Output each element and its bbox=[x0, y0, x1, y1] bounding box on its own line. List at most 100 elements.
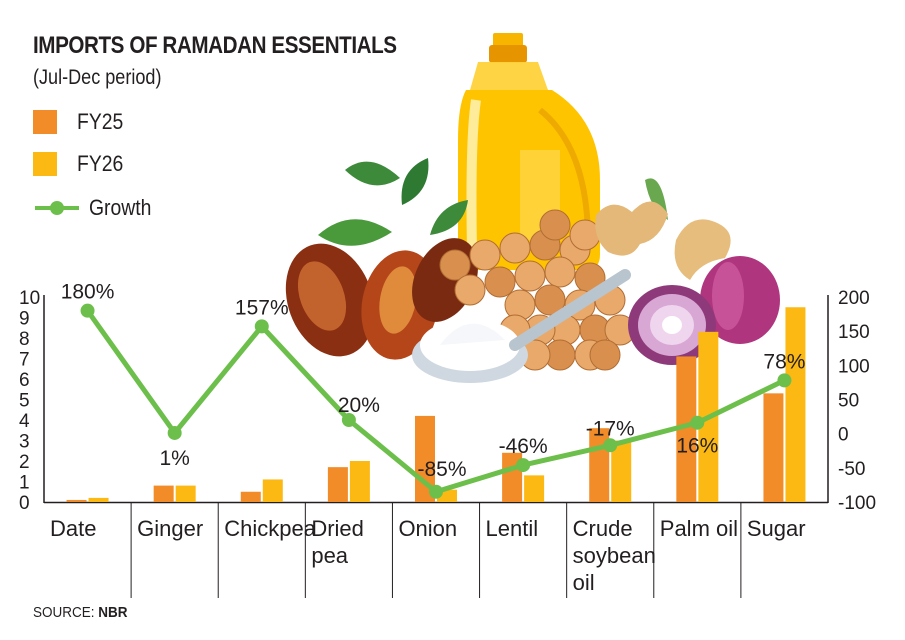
right-tick-label: -100 bbox=[838, 493, 876, 514]
left-tick-label: 3 bbox=[19, 432, 30, 453]
chickpea-shape bbox=[534, 284, 566, 316]
category-label-line: Crude bbox=[573, 516, 633, 541]
chart-title: IMPORTS OF RAMADAN ESSENTIALS bbox=[33, 32, 397, 59]
category-label-line: Lentil bbox=[486, 516, 539, 541]
category-label-line: Chickpea bbox=[224, 516, 316, 541]
bar-fy26 bbox=[611, 440, 632, 502]
right-tick-label: -50 bbox=[838, 459, 865, 480]
left-tick-label: 7 bbox=[19, 350, 30, 371]
growth-line-series bbox=[80, 303, 792, 499]
legend-item-growth: Growth bbox=[33, 193, 160, 223]
category-label-line: pea bbox=[311, 543, 348, 568]
category-label: Chickpea bbox=[224, 516, 316, 541]
growth-point bbox=[603, 438, 618, 453]
category-label-line: Dried bbox=[311, 516, 364, 541]
legend-swatch-fy25 bbox=[33, 110, 57, 134]
bar-fy26 bbox=[524, 475, 545, 502]
category-label-line: Date bbox=[50, 516, 96, 541]
right-tick-label: 200 bbox=[838, 288, 870, 309]
chickpea-shape bbox=[484, 266, 516, 298]
growth-labels: 180% 1% 157% 20% -85% -46% -17% 16% 78% bbox=[61, 281, 806, 481]
bar-fy25 bbox=[763, 393, 784, 502]
bar-fy25 bbox=[66, 499, 87, 502]
category-label-line: Ginger bbox=[137, 516, 203, 541]
category-dividers bbox=[130, 503, 742, 598]
legend-label-fy25: FY25 bbox=[77, 109, 124, 134]
growth-point bbox=[429, 484, 443, 499]
ginger-icon bbox=[595, 201, 731, 280]
legend-item-fy26: FY26 bbox=[33, 149, 130, 179]
legend-label-growth: Growth bbox=[89, 195, 152, 220]
category-label: Dried pea bbox=[311, 516, 364, 568]
category-label: Lentil bbox=[486, 516, 539, 541]
growth-label: 180% bbox=[61, 281, 115, 304]
legend-label-fy26: FY26 bbox=[77, 151, 124, 176]
growth-label: 16% bbox=[676, 435, 718, 458]
left-tick-label: 5 bbox=[19, 391, 30, 412]
category-label-line: Palm oil bbox=[660, 516, 738, 541]
left-tick-label: 0 bbox=[19, 493, 30, 514]
right-tick-label: 150 bbox=[838, 322, 870, 343]
bar-fy26 bbox=[349, 461, 370, 502]
food-illustration bbox=[285, 33, 780, 383]
category-label: Date bbox=[50, 516, 96, 541]
growth-point bbox=[254, 319, 269, 334]
category-label-line: soybean bbox=[573, 543, 656, 568]
chickpea-shape bbox=[469, 239, 501, 271]
category-label: Crude soybean oil bbox=[573, 516, 656, 595]
leaf-icon bbox=[318, 158, 668, 246]
chickpea-shape bbox=[589, 339, 621, 371]
source-note: SOURCE: NBR bbox=[33, 604, 128, 621]
growth-label: -17% bbox=[586, 417, 635, 440]
bar-fy25 bbox=[153, 485, 174, 502]
growth-label: -46% bbox=[499, 435, 548, 458]
bar-fy25 bbox=[327, 467, 348, 502]
growth-point bbox=[777, 373, 792, 388]
bar-fy26 bbox=[175, 485, 196, 502]
category-label-line: Onion bbox=[398, 516, 457, 541]
bar-fy26 bbox=[88, 497, 109, 502]
legend-item-fy25: FY25 bbox=[33, 107, 130, 137]
growth-label: -85% bbox=[417, 458, 466, 481]
bar-fy26 bbox=[785, 307, 806, 502]
legend-swatch-fy26 bbox=[33, 152, 57, 176]
left-tick-label: 4 bbox=[19, 411, 30, 432]
right-tick-label: 0 bbox=[838, 425, 849, 446]
growth-label: 20% bbox=[338, 394, 380, 417]
growth-label: 1% bbox=[159, 447, 189, 470]
left-tick-label: 8 bbox=[19, 329, 30, 350]
right-tick-label: 100 bbox=[838, 356, 870, 377]
chart-subtitle: (Jul-Dec period) bbox=[33, 66, 162, 89]
right-tick-label: 50 bbox=[838, 391, 859, 412]
chickpea-shape bbox=[539, 209, 571, 241]
growth-label: 78% bbox=[763, 350, 805, 373]
bar-fy26 bbox=[262, 479, 283, 502]
left-tick-label: 10 bbox=[19, 288, 40, 309]
chickpea-shape bbox=[454, 274, 486, 306]
category-label: Sugar bbox=[747, 516, 806, 541]
chickpea-shape bbox=[499, 232, 531, 264]
axes bbox=[43, 295, 829, 504]
chickpea-shape bbox=[544, 256, 576, 288]
left-tick-label: 2 bbox=[19, 452, 30, 473]
category-label: Palm oil bbox=[660, 516, 738, 541]
category-label-line: Sugar bbox=[747, 516, 806, 541]
right-axis-ticks: -100 -50 0 50 100 150 200 bbox=[838, 288, 876, 514]
growth-label: 157% bbox=[235, 296, 289, 319]
growth-point bbox=[690, 415, 705, 430]
left-tick-label: 9 bbox=[19, 309, 30, 330]
growth-point bbox=[516, 458, 531, 473]
category-label: Ginger bbox=[137, 516, 203, 541]
flour-spoon-icon bbox=[412, 269, 631, 383]
bar-fy25 bbox=[240, 491, 261, 502]
category-label-line: oil bbox=[573, 570, 595, 595]
left-tick-label: 1 bbox=[19, 473, 30, 494]
growth-point bbox=[167, 425, 182, 440]
left-tick-label: 6 bbox=[19, 370, 30, 391]
chickpea-shape bbox=[514, 260, 546, 292]
legend-line-growth bbox=[33, 196, 81, 220]
